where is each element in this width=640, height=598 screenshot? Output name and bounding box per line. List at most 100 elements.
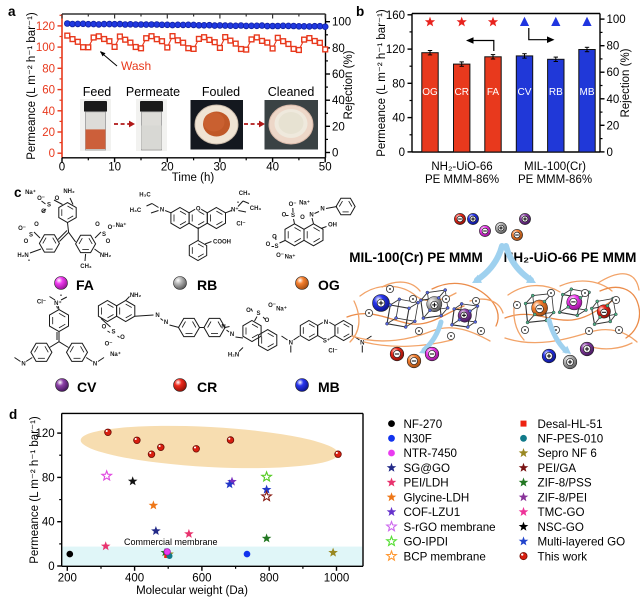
svg-text:MIL-100(Cr): MIL-100(Cr) <box>524 161 586 173</box>
svg-text:100: 100 <box>36 42 55 54</box>
svg-text:RB: RB <box>549 87 563 98</box>
svg-text:O: O <box>24 239 29 245</box>
svg-text:Cl⁻: Cl⁻ <box>236 222 245 228</box>
svg-text:CV: CV <box>518 87 532 98</box>
svg-text:NH₂: NH₂ <box>63 189 75 195</box>
svg-text:ZIF-8/PEI: ZIF-8/PEI <box>538 491 588 504</box>
svg-text:Na⁺: Na⁺ <box>299 200 310 207</box>
svg-text:Permeance (L m⁻² h⁻¹ bar⁻¹): Permeance (L m⁻² h⁻¹ bar⁻¹) <box>29 416 41 564</box>
svg-text:CR: CR <box>197 379 217 395</box>
svg-text:S: S <box>47 203 51 209</box>
svg-text:Wash: Wash <box>121 59 151 73</box>
svg-text:N: N <box>164 320 168 326</box>
svg-text:20: 20 <box>42 127 55 139</box>
svg-text:O: O <box>120 335 125 341</box>
svg-text:MB: MB <box>580 87 595 98</box>
svg-text:400: 400 <box>125 572 144 584</box>
svg-text:N30F: N30F <box>404 433 432 446</box>
svg-text:Rejection (%): Rejection (%) <box>620 48 632 117</box>
svg-text:O: O <box>282 213 287 219</box>
svg-text:80: 80 <box>607 41 620 53</box>
svg-text:80: 80 <box>332 43 345 55</box>
svg-text:Desal-HL-51: Desal-HL-51 <box>538 418 603 431</box>
svg-text:H₃C: H₃C <box>139 193 151 199</box>
svg-text:N: N <box>160 208 164 214</box>
svg-text:c: c <box>14 185 22 200</box>
svg-text:0: 0 <box>48 561 54 573</box>
svg-text:600: 600 <box>192 572 211 584</box>
svg-text:Cl⁻: Cl⁻ <box>37 300 46 306</box>
svg-text:Na⁺: Na⁺ <box>25 189 36 196</box>
svg-text:100: 100 <box>607 14 626 26</box>
svg-text:a: a <box>8 4 16 19</box>
svg-text:S-rGO membrane: S-rGO membrane <box>404 521 496 534</box>
svg-text:OH: OH <box>328 223 337 229</box>
svg-text:O⁻: O⁻ <box>18 226 26 232</box>
svg-text:O: O <box>300 215 305 221</box>
svg-text:FA: FA <box>487 87 500 98</box>
svg-text:40: 40 <box>42 517 55 529</box>
svg-text:BCP membrane: BCP membrane <box>404 550 486 563</box>
svg-text:N: N <box>93 362 97 368</box>
svg-text:NSC-GO: NSC-GO <box>538 521 584 534</box>
svg-text:NH₂-UiO-66 PE MMM: NH₂-UiO-66 PE MMM <box>504 250 637 265</box>
svg-text:MIL-100(Cr) PE MMM: MIL-100(Cr) PE MMM <box>349 250 483 265</box>
svg-text:N: N <box>360 340 364 346</box>
svg-text:Permeance (L m⁻² h⁻¹ bar⁻¹): Permeance (L m⁻² h⁻¹ bar⁻¹) <box>376 9 388 157</box>
svg-text:100: 100 <box>332 17 351 29</box>
svg-text:S: S <box>256 311 260 317</box>
svg-text:CH₃: CH₃ <box>250 206 262 212</box>
svg-text:H₃C: H₃C <box>130 208 142 214</box>
svg-text:60: 60 <box>42 85 55 97</box>
svg-text:S⁺: S⁺ <box>323 338 330 345</box>
svg-text:20: 20 <box>161 161 174 173</box>
svg-text:Na⁺: Na⁺ <box>276 306 287 313</box>
svg-text:PEI/GA: PEI/GA <box>538 462 577 475</box>
svg-text:N: N <box>155 313 159 319</box>
svg-text:CH₃: CH₃ <box>239 191 251 197</box>
svg-text:O⁻: O⁻ <box>276 253 284 259</box>
svg-text:H₂N: H₂N <box>17 253 28 259</box>
svg-text:200: 200 <box>58 572 77 584</box>
svg-text:PEI/LDH: PEI/LDH <box>404 477 449 490</box>
svg-text:Na⁺: Na⁺ <box>116 222 127 229</box>
svg-text:RB: RB <box>197 277 217 293</box>
svg-text:20: 20 <box>607 120 620 132</box>
svg-text:50: 50 <box>319 161 332 173</box>
svg-text:OG: OG <box>318 277 340 293</box>
svg-text:N: N <box>320 207 324 213</box>
svg-text:SG@GO: SG@GO <box>404 462 451 475</box>
svg-text:•: • <box>28 258 30 264</box>
svg-text:Multi-layered GO: Multi-layered GO <box>538 536 626 549</box>
svg-text:10: 10 <box>108 161 121 173</box>
svg-text:PE MMM-86%: PE MMM-86% <box>425 174 499 186</box>
svg-text:0: 0 <box>607 147 613 159</box>
svg-text:800: 800 <box>260 572 279 584</box>
svg-text:O⁻: O⁻ <box>108 225 116 231</box>
svg-text:Rejection (%): Rejection (%) <box>343 50 355 119</box>
svg-text:N: N <box>309 213 313 219</box>
svg-text:Time (h): Time (h) <box>172 172 215 184</box>
svg-text:TMC-GO: TMC-GO <box>538 506 585 519</box>
svg-text:O: O <box>34 222 39 228</box>
svg-text:N⁺: N⁺ <box>54 300 62 307</box>
svg-text:40: 40 <box>42 106 55 118</box>
svg-text:30: 30 <box>214 161 227 173</box>
svg-text:COOH: COOH <box>213 240 231 246</box>
svg-text:40: 40 <box>266 161 279 173</box>
svg-text:N⁺: N⁺ <box>231 207 239 214</box>
svg-text:NF-PES-010: NF-PES-010 <box>538 433 604 446</box>
svg-text:O: O <box>95 222 100 228</box>
svg-text:•: • <box>237 200 239 206</box>
svg-text:160: 160 <box>386 10 405 22</box>
svg-text:Permeance (L m⁻² h⁻¹ bar⁻¹): Permeance (L m⁻² h⁻¹ bar⁻¹) <box>26 12 38 160</box>
svg-text:40: 40 <box>607 94 620 106</box>
svg-text:O: O <box>272 235 277 241</box>
svg-text:Commercial membrane: Commercial membrane <box>124 537 218 547</box>
svg-text:FA: FA <box>76 277 94 293</box>
svg-text:O: O <box>265 318 270 324</box>
svg-text:OG: OG <box>422 87 438 98</box>
svg-text:0: 0 <box>59 161 65 173</box>
svg-text:120: 120 <box>36 428 55 440</box>
svg-text:Molecular weight (Da): Molecular weight (Da) <box>136 585 248 597</box>
